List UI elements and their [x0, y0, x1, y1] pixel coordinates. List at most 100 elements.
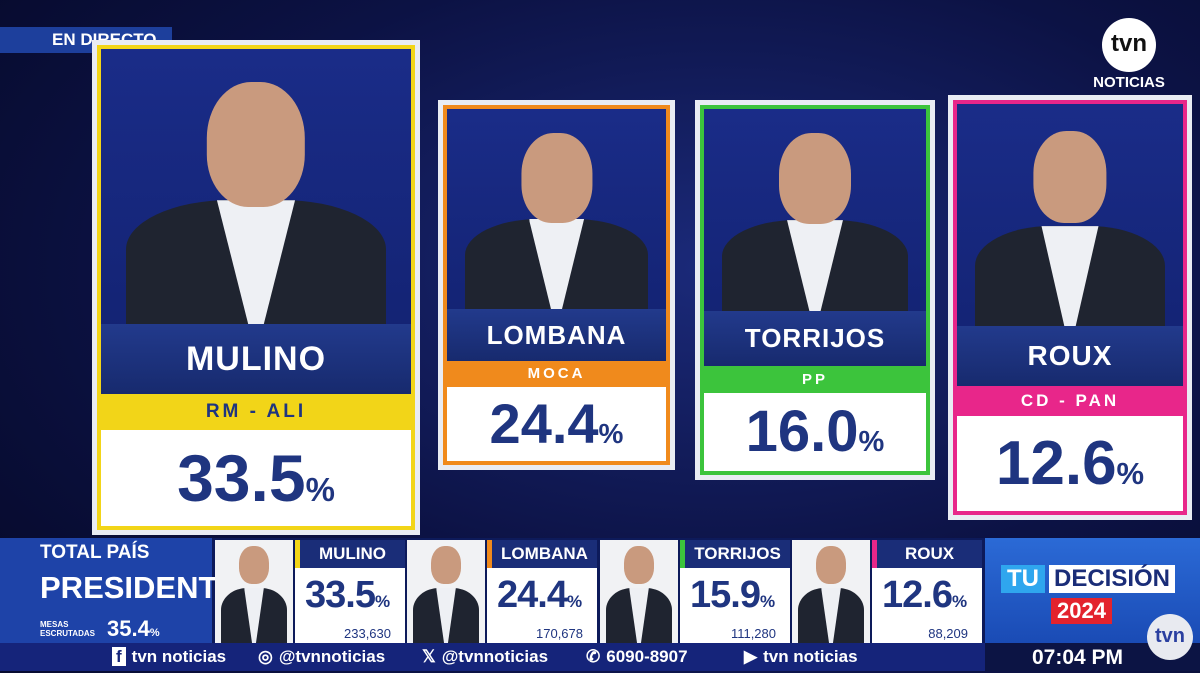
candidate-head: [239, 546, 269, 584]
candidate-body: [975, 226, 1165, 326]
pct-symbol: %: [566, 592, 582, 611]
total-box: TOTAL PAÍS PRESIDENTE MESAS ESCRUTADAS 35…: [0, 538, 238, 643]
candidate-percentage: 16.0%: [704, 393, 926, 471]
candidate-party: CD - PAN: [957, 386, 1183, 416]
results-ticker: TOTAL PAÍS PRESIDENTE MESAS ESCRUTADAS 35…: [0, 538, 1200, 660]
candidate-shirt: [629, 588, 649, 643]
candidate-party: RM - ALI: [101, 394, 411, 430]
x-icon: 𝕏: [422, 647, 436, 666]
facebook-link[interactable]: f tvn noticias: [112, 647, 226, 667]
x-link[interactable]: 𝕏 @tvnnoticias: [422, 647, 548, 667]
pct-symbol: %: [759, 592, 775, 611]
ticker-pct-value: 12.6: [882, 574, 953, 616]
ticker-candidate-name: TORRIJOS: [680, 540, 790, 568]
pct-symbol: %: [598, 418, 624, 449]
ticker-votes: 111,280: [730, 626, 776, 641]
candidate-card: LOMBANA MOCA 24.4%: [438, 100, 675, 470]
candidate-percentage: 12.6%: [957, 416, 1183, 511]
mesas-label-2: ESCRUTADAS: [40, 629, 95, 638]
x-text: @tvnnoticias: [441, 647, 549, 666]
ticker-result: MULINO 33.5% 233,630: [295, 540, 405, 643]
candidate-head: [520, 133, 593, 224]
mesas-label: MESAS ESCRUTADAS: [40, 620, 95, 638]
whatsapp-link[interactable]: ✆ 6090-8907: [586, 647, 688, 667]
ticker-candidate-name: MULINO: [295, 540, 405, 568]
candidate-body: [413, 588, 479, 643]
candidate-photo: [957, 104, 1183, 326]
candidate-shirt: [787, 220, 843, 311]
candidate-percentage: 24.4%: [447, 387, 666, 461]
social-footer: f tvn noticias ◎ @tvnnoticias 𝕏 @tvnnoticia…: [0, 643, 985, 671]
candidate-body: [798, 588, 864, 643]
presidente-label: PRESIDENTE: [40, 570, 239, 605]
tu-label: TU: [1001, 565, 1045, 593]
candidate-shirt: [436, 588, 456, 643]
candidate-shirt: [528, 219, 585, 309]
candidate-body: [464, 219, 649, 309]
ticker-pct-value: 24.4: [497, 574, 568, 616]
candidate-photo: [101, 49, 411, 324]
ticker-candidate-photo: [792, 540, 870, 643]
candidate-pct-value: 33.5: [177, 441, 306, 515]
candidate-shirt: [1041, 226, 1099, 326]
youtube-text: tvn noticias: [763, 647, 858, 666]
candidate-head: [624, 546, 654, 584]
ticker-result: ROUX 12.6% 88,209: [872, 540, 982, 643]
ticker-candidate-photo: [600, 540, 678, 643]
youtube-link[interactable]: ▶ tvn noticias: [744, 647, 858, 667]
candidate-shirt: [216, 200, 296, 324]
instagram-icon: ◎: [258, 647, 273, 666]
year-label: 2024: [1051, 598, 1112, 624]
candidate-body: [721, 220, 909, 311]
tvn-logo-mark: tvn: [1102, 18, 1156, 72]
candidate-card: MULINO RM - ALI 33.5%: [92, 40, 420, 535]
tvn-bug-logo: tvn: [1147, 614, 1193, 660]
candidate-photo: [704, 109, 926, 311]
candidate-head: [816, 546, 846, 584]
mesas-label-1: MESAS: [40, 620, 69, 629]
candidate-head: [1033, 130, 1107, 224]
pct-symbol: %: [858, 426, 885, 458]
ticker-pct: 12.6%: [872, 574, 982, 617]
youtube-icon: ▶: [744, 647, 758, 666]
whatsapp-icon: ✆: [586, 647, 601, 666]
candidate-name: ROUX: [957, 326, 1183, 386]
ticker-votes: 88,209: [928, 626, 968, 641]
candidate-card: TORRIJOS PP 16.0%: [695, 100, 935, 480]
pct-symbol: %: [1116, 456, 1145, 491]
candidate-card: ROUX CD - PAN 12.6%: [948, 95, 1192, 520]
candidate-shirt: [244, 588, 264, 643]
candidate-photo: [447, 109, 666, 309]
candidate-pct-value: 12.6: [995, 429, 1117, 498]
pct-symbol: %: [374, 592, 390, 611]
ticker-candidate-name: ROUX: [872, 540, 982, 568]
candidate-card-frame: ROUX CD - PAN 12.6%: [953, 100, 1187, 515]
candidate-card-frame: TORRIJOS PP 16.0%: [700, 105, 930, 475]
ticker-votes: 233,630: [344, 626, 391, 641]
instagram-text: @tvnnoticias: [278, 647, 386, 666]
facebook-icon: f: [112, 647, 126, 666]
candidate-shirt: [821, 588, 841, 643]
candidate-body: [125, 200, 387, 324]
instagram-link[interactable]: ◎ @tvnnoticias: [258, 647, 385, 667]
whatsapp-text: 6090-8907: [606, 647, 688, 666]
candidate-name: TORRIJOS: [704, 311, 926, 366]
candidate-party: MOCA: [447, 361, 666, 387]
ticker-pct: 24.4%: [487, 574, 597, 617]
candidate-pct-value: 24.4: [489, 392, 599, 455]
ticker-pct-value: 33.5: [305, 574, 376, 616]
candidate-body: [221, 588, 287, 643]
ticker-candidate-photo: [215, 540, 293, 643]
pct-symbol: %: [149, 627, 160, 639]
candidate-head: [779, 133, 851, 225]
pct-symbol: %: [305, 471, 335, 508]
pct-symbol: %: [951, 592, 967, 611]
candidate-name: LOMBANA: [447, 309, 666, 361]
candidate-percentage: 33.5%: [101, 430, 411, 526]
tvn-logo-sub: NOTICIAS: [1093, 74, 1165, 91]
ticker-pct: 15.9%: [680, 574, 790, 617]
candidate-card-frame: MULINO RM - ALI 33.5%: [97, 45, 415, 530]
tvn-noticias-logo: tvn NOTICIAS: [1088, 18, 1170, 91]
candidate-name: MULINO: [101, 324, 411, 394]
decision-label: DECISIÓN: [1049, 565, 1176, 593]
